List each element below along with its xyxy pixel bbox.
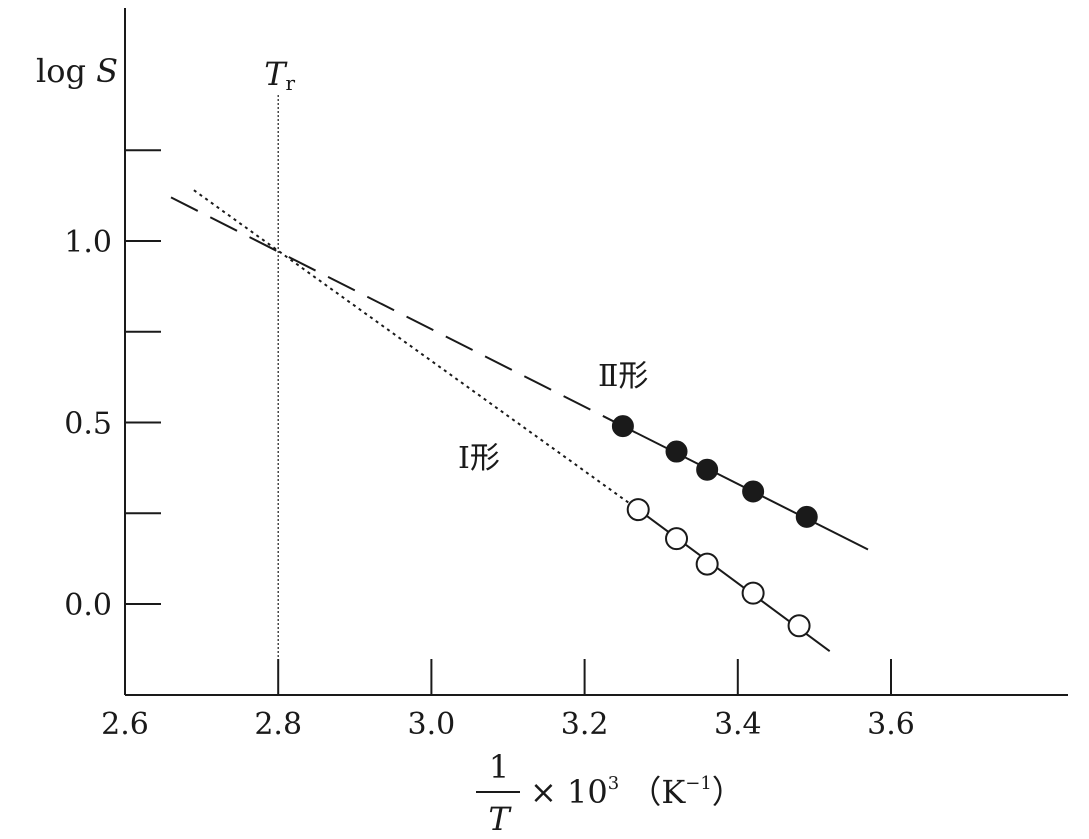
x-label-rest: × 103 （K−1）: [530, 773, 744, 811]
x-tick-label: 3.4: [714, 707, 762, 742]
y-tick-label: 1.0: [64, 225, 112, 260]
data-point: [795, 505, 818, 528]
y-tick-label: 0.0: [64, 588, 112, 623]
y-axis-label: log S: [36, 52, 118, 90]
series-label-form-ii: Ⅱ形: [598, 359, 648, 394]
data-point: [611, 415, 634, 438]
x-label-denominator: T: [488, 800, 512, 838]
data-point: [696, 458, 719, 481]
reference-line-group: Tr: [264, 55, 296, 695]
extrapolation-line: [193, 189, 639, 511]
extrapolation-line: [170, 196, 624, 427]
labels-layer: log S Ⅱ形 Ⅰ形 1 T × 103 （K−1）: [36, 52, 744, 838]
x-tick-label: 3.0: [408, 707, 456, 742]
x-tick-label: 3.2: [561, 707, 609, 742]
data-point: [665, 527, 689, 551]
y-tick-label: 0.5: [64, 407, 112, 442]
axes: 2.6 2.8 3.0 3.2 3.4 3.6 0.0 0.5 1.0: [64, 8, 1068, 742]
series-label-form-i: Ⅰ形: [458, 441, 500, 476]
x-axis-label: 1 T × 103 （K−1）: [476, 748, 744, 838]
x-label-numerator: 1: [489, 748, 509, 786]
data-point: [626, 498, 650, 522]
x-tick-label: 2.8: [254, 707, 302, 742]
data-point: [742, 480, 765, 503]
reference-line-label: Tr: [264, 55, 295, 95]
series-form-ii: [170, 196, 869, 551]
data-point: [787, 614, 811, 638]
series-form-i: [193, 189, 831, 653]
series-layer: [170, 189, 869, 653]
x-tick-label: 3.6: [867, 707, 915, 742]
data-point: [665, 440, 688, 463]
x-tick-label: 2.6: [101, 707, 149, 742]
data-point: [741, 581, 765, 605]
data-point: [695, 552, 719, 576]
